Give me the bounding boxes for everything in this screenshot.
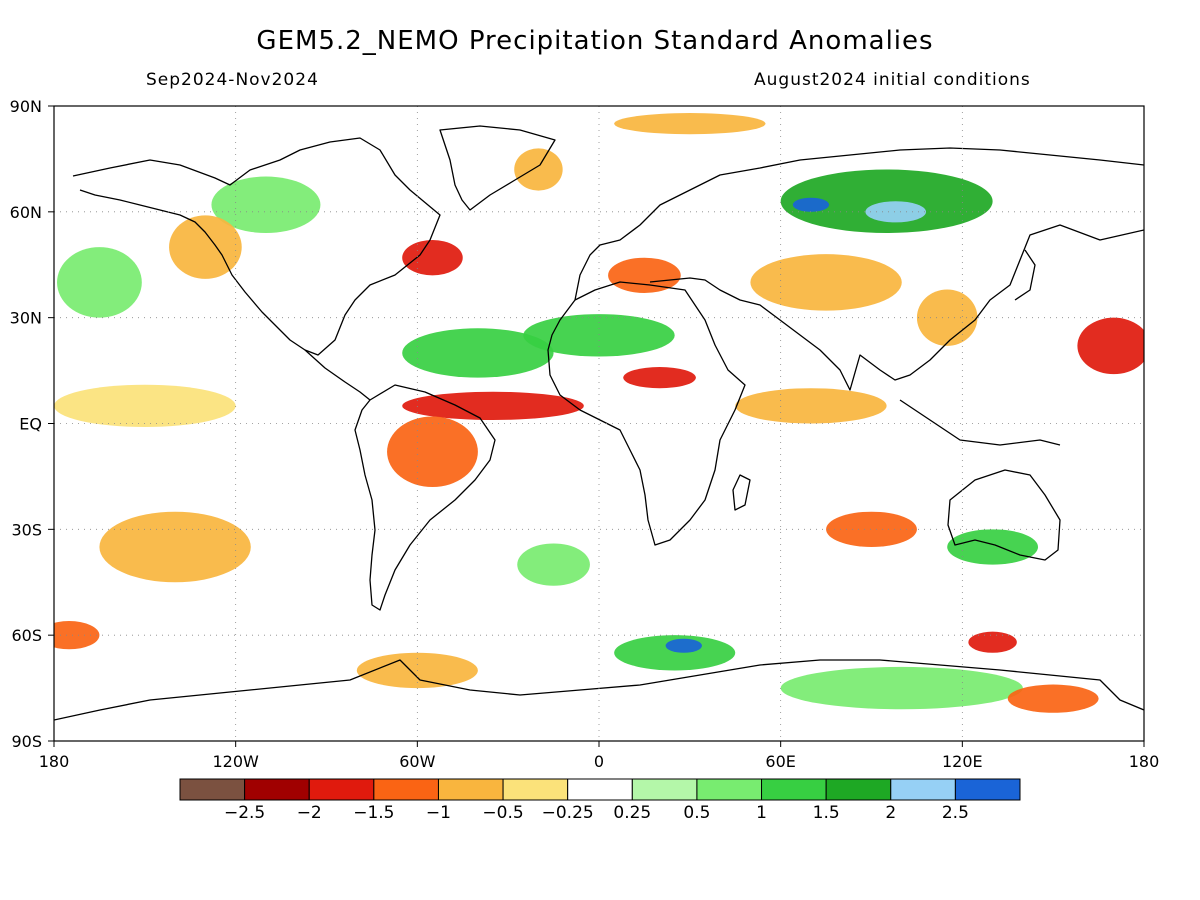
- anomaly-region-27: [947, 529, 1039, 565]
- anomaly-region-9: [792, 197, 830, 212]
- colorbar-label: 2: [885, 803, 896, 823]
- anomaly-region-2: [57, 247, 142, 318]
- anomaly-region-18: [54, 384, 236, 428]
- coast-central-america: [304, 349, 371, 401]
- colorbar-label: −1.5: [353, 803, 394, 823]
- colorbar-label: −0.25: [542, 803, 594, 823]
- colorbar-label: −2.5: [224, 803, 265, 823]
- coast-greenland: [439, 125, 556, 211]
- anomaly-region-13: [623, 367, 696, 389]
- coast-eurasia: [574, 147, 1144, 391]
- coast-antarctica: [54, 659, 1144, 721]
- colorbar-label: 2.5: [942, 803, 969, 823]
- anomaly-region-11: [608, 257, 681, 293]
- anomaly-region-6: [402, 391, 584, 420]
- colorbar-label: −1: [426, 803, 451, 823]
- lat-tick-label: 90S: [11, 732, 42, 751]
- anomaly-region-30: [614, 113, 766, 135]
- colorbar: −2.5 −2 −1.5 −1 −0.5 −0.25 0.25 0.5 1 1.5 2 2.5: [179, 778, 1021, 823]
- anomaly-region-19: [826, 511, 917, 547]
- anomaly-region-26: [1007, 684, 1099, 713]
- anomaly-region-23: [614, 635, 736, 671]
- lat-tick-label: 90N: [10, 97, 42, 116]
- coast-madagascar: [732, 474, 751, 511]
- anomaly-region-15: [1077, 317, 1144, 375]
- colorbar-label: −2: [297, 803, 322, 823]
- lon-tick-label: 60W: [399, 752, 435, 771]
- colorbar-label: 0.5: [683, 803, 710, 823]
- anomaly-field: [54, 113, 1144, 713]
- lon-tick-label: 120E: [942, 752, 983, 771]
- colorbar-swatch: [890, 778, 956, 801]
- initial-conditions: August2024 initial conditions: [754, 70, 1031, 90]
- lat-tick-label: 30N: [10, 309, 42, 328]
- map-title: GEM5.2_NEMO Precipitation Standard Anoma…: [256, 26, 934, 56]
- colorbar-swatch: [631, 778, 698, 801]
- colorbar-swatch: [567, 778, 633, 801]
- lat-tick-label: EQ: [19, 415, 42, 434]
- colorbar-swatch: [502, 778, 569, 801]
- colorbar-swatch: [179, 778, 246, 801]
- anomaly-region-5: [402, 328, 554, 378]
- anomaly-region-25: [780, 666, 1023, 710]
- colorbar-swatch: [825, 778, 892, 801]
- forecast-period: Sep2024-Nov2024: [146, 70, 319, 90]
- anomaly-region-7: [387, 416, 478, 487]
- coast-north-america: [72, 137, 441, 356]
- lon-tick-label: 120W: [212, 752, 259, 771]
- colorbar-swatch: [761, 778, 827, 801]
- colorbar-label: 1: [756, 803, 767, 823]
- colorbar-swatch: [308, 778, 375, 801]
- anomaly-region-20: [99, 511, 251, 583]
- lon-tick-label: 0: [594, 752, 604, 771]
- colorbar-label: 1.5: [813, 803, 840, 823]
- colorbar-swatch: [437, 778, 504, 801]
- lon-tick-label: 60E: [765, 752, 795, 771]
- coastlines: [54, 125, 1144, 721]
- anomaly-region-31: [514, 148, 563, 191]
- colorbar-swatch: [244, 778, 310, 801]
- anomaly-region-16: [916, 289, 978, 346]
- colorbar-swatch: [954, 778, 1021, 801]
- anomaly-region-14: [523, 314, 675, 357]
- anomaly-region-22: [968, 631, 1017, 653]
- anomaly-region-17: [735, 388, 887, 424]
- lat-tick-label: 60S: [11, 626, 42, 645]
- colorbar-label: 0.25: [613, 803, 651, 823]
- anomaly-region-28: [517, 543, 590, 586]
- lat-tick-label: 30S: [11, 520, 42, 539]
- coast-south-america: [354, 384, 496, 611]
- coast-africa-europe: [547, 281, 746, 546]
- anomaly-region-3: [169, 215, 242, 279]
- lon-tick-label: 180: [1129, 752, 1160, 771]
- anomaly-region-8: [780, 169, 993, 233]
- coast-indonesia: [899, 399, 1061, 446]
- coast-australia: [947, 469, 1061, 561]
- coast-japan: [1014, 249, 1036, 301]
- anomaly-region-12: [750, 254, 902, 311]
- colorbar-label: −0.5: [482, 803, 523, 823]
- colorbar-swatch: [373, 778, 439, 801]
- anomaly-region-21: [54, 621, 100, 650]
- lat-tick-label: 60N: [10, 203, 42, 222]
- anomaly-region-4: [402, 240, 463, 276]
- colorbar-swatch: [696, 778, 763, 801]
- anomaly-region-24: [665, 638, 702, 653]
- anomaly-region-10: [865, 201, 926, 223]
- lon-tick-label: 180: [39, 752, 70, 771]
- anomaly-region-1: [211, 176, 321, 233]
